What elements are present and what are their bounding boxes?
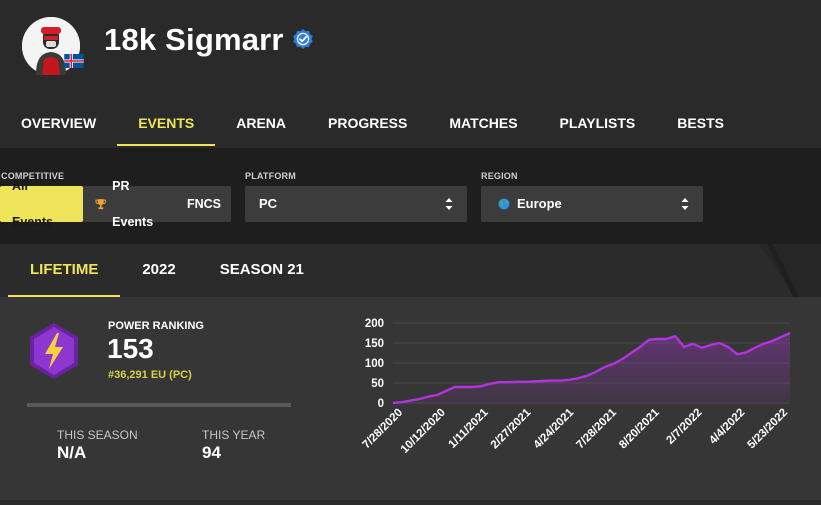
x-tick-label: 10/12/2020 [399,407,448,456]
skin-avatar-icon [22,17,80,75]
y-tick-label: 50 [371,378,384,390]
power-ranking-value: 153 [107,333,154,364]
select-arrows-icon [445,198,453,210]
tab-progress[interactable]: PROGRESS [328,115,408,131]
region-select[interactable]: Europe [481,186,703,222]
tab-events[interactable]: EVENTS [117,100,216,146]
this-season-value: N/A [57,443,87,462]
tab-bests[interactable]: BESTS [677,115,724,131]
power-ranking-label: POWER RANKING [108,320,204,332]
card-bottom-edge [0,500,821,505]
verified-check-icon [293,29,313,49]
tab-matches[interactable]: MATCHES [449,115,518,131]
fncs-button[interactable]: FNCS [172,186,231,222]
power-ranking-chart: 0 50 100 150 200 7/28/202010/12/20201/11/202… [360,318,791,456]
tab-season-21[interactable]: SEASON 21 [219,261,304,278]
lightning-badge-icon [30,323,78,379]
pr-events-label: PR Events [112,179,154,229]
y-tick-label: 100 [365,358,384,370]
profile-header: 18k Sigmarr OVERVIEW EVENTS ARENA PROGRE… [0,0,821,148]
x-tick-label: 8/20/2021 [617,406,662,451]
platform-label: PLATFORM [245,171,296,181]
divider [27,403,291,407]
competitive-label: COMPETITIVE [1,171,65,181]
tab-2022[interactable]: 2022 [142,261,176,278]
tab-arena[interactable]: ARENA [236,115,286,131]
all-events-button[interactable]: All Events [0,179,83,229]
events-stats-card: LIFETIME 2022 SEASON 21 POWER RANKING 15… [0,244,821,505]
x-tick-label: 7/28/2021 [574,406,619,451]
iceland-flag-icon [64,54,84,68]
pr-events-button[interactable]: PR Events [83,179,172,229]
card-corner-decoration [759,244,821,297]
tab-lifetime[interactable]: LIFETIME [8,244,121,297]
main-nav: OVERVIEW EVENTS ARENA PROGRESS MATCHES P… [0,100,745,148]
x-tick-label: 5/23/2022 [745,407,790,452]
player-name: 18k Sigmarr [104,22,284,57]
select-arrows-icon [681,198,689,210]
y-tick-label: 0 [378,398,384,410]
tab-playlists[interactable]: PLAYLISTS [559,115,636,131]
this-season-label: THIS SEASON [57,428,138,442]
x-tick-label: 2/7/2022 [664,407,704,447]
x-tick-label: 7/28/2020 [360,407,405,452]
platform-value: PC [259,196,278,211]
filter-bar: COMPETITIVE All Events PR Events FNCS PL… [0,148,821,244]
chart-area-fill [393,333,790,403]
x-tick-label: 4/24/2021 [532,406,577,451]
x-tick-label: 4/4/2022 [707,407,747,447]
this-year-value: 94 [202,443,221,462]
power-ranking-rank: #36,291 EU (PC) [108,369,192,381]
x-tick-label: 2/27/2021 [489,406,534,451]
trophy-icon [95,199,106,210]
region-value: Europe [517,196,562,211]
y-tick-label: 200 [365,318,384,330]
card-tabs: LIFETIME 2022 SEASON 21 [0,244,821,297]
globe-icon [498,198,510,210]
x-tick-label: 1/11/2021 [446,406,491,451]
platform-select[interactable]: PC [245,186,467,222]
competitive-toggle: All Events PR Events FNCS [0,179,231,229]
tab-overview[interactable]: OVERVIEW [21,115,97,131]
fncs-label: FNCS [186,197,221,211]
avatar[interactable] [22,17,84,75]
chart-series-line [392,331,791,405]
region-label: REGION [481,171,518,181]
y-tick-label: 150 [365,338,384,350]
this-year-label: THIS YEAR [202,428,266,442]
all-events-label: All Events [12,179,53,229]
